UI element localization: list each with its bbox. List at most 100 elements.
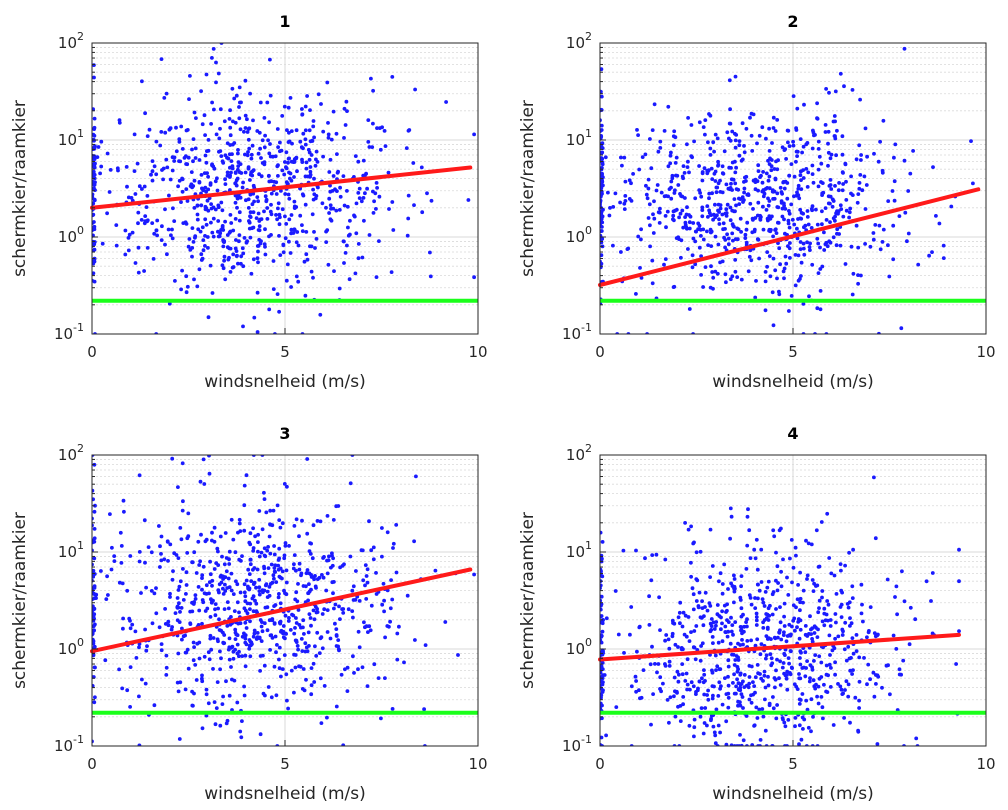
data-point (844, 208, 849, 213)
data-point (226, 647, 231, 652)
data-point (843, 688, 847, 692)
data-point (291, 566, 296, 571)
data-point (327, 554, 331, 559)
data-point (292, 199, 297, 204)
data-point (303, 142, 308, 147)
data-point (843, 262, 848, 266)
data-point (231, 592, 236, 596)
data-point (236, 530, 240, 535)
data-point (362, 620, 366, 625)
data-point (778, 620, 783, 625)
data-point (848, 624, 852, 628)
data-point (745, 617, 749, 622)
data-point (204, 583, 209, 588)
data-point (222, 254, 227, 259)
data-point (739, 584, 743, 589)
data-point (255, 195, 260, 200)
data-point (311, 124, 316, 129)
data-point (252, 580, 257, 585)
data-point (184, 187, 189, 192)
data-point (872, 631, 877, 635)
data-point (378, 147, 383, 152)
data-point (92, 182, 97, 187)
data-point (92, 220, 96, 224)
data-point (244, 608, 248, 613)
data-point (303, 649, 308, 654)
data-point (726, 658, 731, 663)
data-point (969, 139, 973, 144)
data-point (769, 656, 774, 661)
data-point (267, 534, 272, 539)
data-point (749, 258, 754, 263)
data-point (699, 644, 703, 648)
data-point (768, 156, 772, 161)
data-point (754, 615, 759, 619)
data-point (342, 562, 346, 567)
data-point (309, 269, 314, 274)
data-point (603, 155, 608, 160)
data-point (220, 224, 225, 228)
data-point (801, 176, 806, 180)
data-point (687, 220, 692, 225)
data-point (754, 618, 759, 623)
data-point (781, 661, 786, 665)
data-point (676, 645, 680, 649)
data-point (868, 244, 873, 249)
data-point (329, 137, 334, 142)
data-point (303, 137, 308, 142)
x-tick-label: 0 (87, 755, 97, 773)
x-tick-label: 5 (788, 755, 798, 773)
data-point (308, 139, 313, 144)
data-point (305, 531, 310, 536)
data-point (256, 532, 260, 537)
data-point (278, 253, 283, 257)
data-point (229, 517, 234, 522)
data-point (222, 258, 227, 263)
data-point (828, 624, 833, 628)
data-point (307, 157, 312, 162)
data-point (828, 201, 832, 206)
data-point (364, 574, 369, 578)
data-point (778, 659, 782, 664)
data-point (857, 143, 862, 148)
data-point (284, 222, 289, 226)
data-point (850, 672, 854, 676)
data-point (809, 729, 813, 734)
data-point (719, 684, 723, 688)
data-point (721, 221, 726, 226)
data-point (290, 141, 294, 146)
data-point (755, 663, 760, 667)
data-point (204, 687, 209, 692)
data-point (699, 273, 703, 277)
data-point (218, 649, 222, 654)
data-point (728, 536, 732, 541)
data-point (264, 582, 269, 587)
data-point (658, 675, 663, 680)
data-point (732, 672, 736, 677)
data-point (824, 689, 828, 694)
data-point (212, 525, 217, 530)
data-point (125, 688, 130, 693)
data-point (842, 716, 846, 720)
data-point (637, 688, 641, 693)
data-point (236, 160, 241, 165)
data-point (797, 196, 802, 201)
data-point (279, 189, 283, 193)
data-point (137, 550, 142, 554)
data-point (790, 217, 795, 222)
data-point (728, 121, 733, 126)
data-point (600, 598, 603, 603)
data-point (802, 252, 807, 257)
data-point (303, 641, 308, 646)
data-point (757, 133, 762, 138)
data-point (306, 598, 310, 603)
data-point (176, 184, 181, 189)
data-point (705, 608, 710, 613)
data-point (706, 243, 710, 248)
data-point (838, 243, 843, 248)
data-point (669, 150, 673, 155)
data-point (310, 212, 315, 217)
data-point (443, 620, 448, 624)
scatter-points (600, 46, 975, 334)
data-point (92, 538, 96, 543)
